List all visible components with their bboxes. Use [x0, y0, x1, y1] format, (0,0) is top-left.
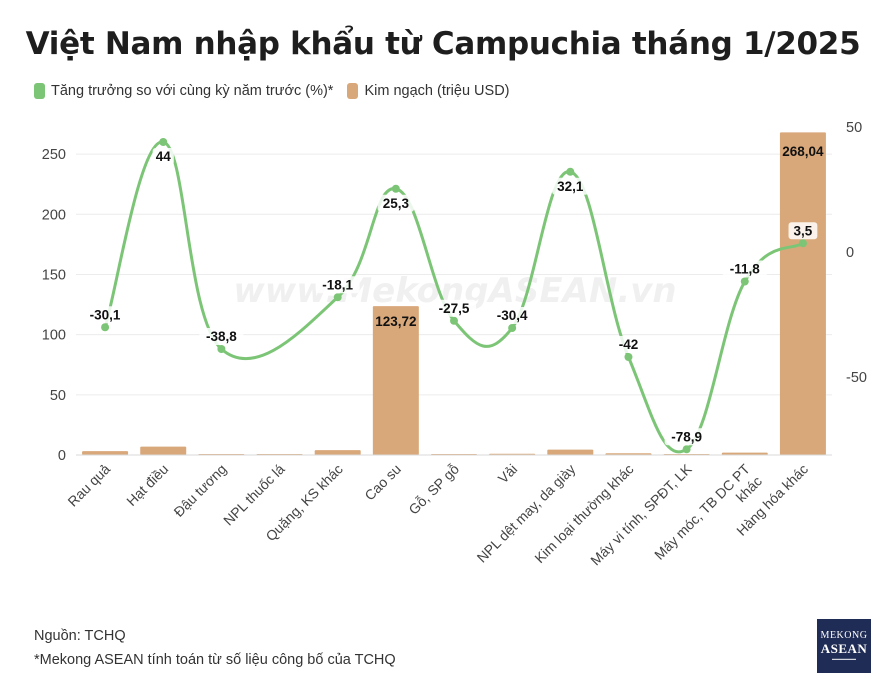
- legend-item-value: Kim ngạch (triệu USD): [347, 83, 510, 99]
- bar: [314, 450, 361, 455]
- logo-line-2: ASEAN: [820, 641, 868, 656]
- left-axis-tick-label: 200: [42, 207, 66, 223]
- bar: [372, 306, 419, 455]
- left-axis-tick-label: 0: [58, 448, 66, 464]
- growth-label-bg: [199, 328, 244, 345]
- growth-data-label: -30,1: [90, 307, 121, 322]
- growth-point: [391, 184, 400, 193]
- growth-label-bg: [83, 306, 128, 324]
- growth-data-label: -27,5: [439, 301, 470, 316]
- bar: [82, 451, 129, 455]
- growth-point: [450, 316, 458, 325]
- x-axis-category-label: Kim loại thường khác: [531, 461, 636, 566]
- x-axis-category-label: Máy vi tính, SPĐT, LK: [587, 460, 695, 568]
- left-axis-tick-label: 100: [42, 328, 66, 344]
- growth-point: [740, 277, 749, 286]
- growth-label-bg: [490, 307, 535, 324]
- right-axis-tick-label: 0: [846, 245, 854, 261]
- growth-point: [566, 167, 575, 176]
- bar: [721, 452, 768, 455]
- growth-data-label: -11,8: [730, 262, 761, 277]
- bar: [779, 132, 826, 455]
- x-axis-category-label: Cao su: [361, 461, 404, 504]
- legend-item-growth: Tăng trưởng so với cùng kỳ năm trước (%)…: [34, 83, 333, 99]
- growth-data-label: 44: [156, 149, 172, 164]
- left-axis-tick-label: 250: [42, 147, 66, 163]
- left-axis-tick-label: 50: [50, 388, 66, 404]
- growth-label-bg: [152, 148, 174, 165]
- growth-data-label: 3,5: [794, 223, 813, 238]
- bar-data-label: 123,72: [375, 314, 416, 329]
- growth-data-label: 25,3: [383, 196, 410, 211]
- growth-data-label: -18,1: [322, 277, 353, 292]
- legend-swatch-growth: [34, 83, 45, 99]
- bar: [547, 449, 594, 455]
- growth-point: [798, 239, 807, 248]
- right-axis-tick-label: 50: [846, 120, 862, 136]
- x-axis-category-label: Rau quả: [64, 461, 113, 510]
- left-axis-tick-label: 150: [42, 267, 66, 283]
- growth-point: [333, 293, 342, 302]
- bar: [140, 446, 187, 455]
- logo-line-1: MEKONG: [820, 630, 868, 641]
- growth-label-bg: [664, 428, 709, 446]
- growth-point: [101, 323, 110, 332]
- source-note: Nguồn: TCHQ: [34, 628, 126, 644]
- legend: Tăng trưởng so với cùng kỳ năm trước (%)…: [34, 82, 524, 100]
- legend-label-value: Kim ngạch (triệu USD): [364, 83, 510, 99]
- growth-label-bg: [377, 194, 415, 212]
- growth-label-bg: [315, 276, 360, 294]
- x-axis-category-label: NPL dệt may, da giày: [474, 461, 579, 566]
- growth-data-label: 32,1: [557, 179, 584, 194]
- growth-label-bg: [722, 260, 767, 278]
- growth-point: [624, 353, 633, 361]
- x-axis-category-label: Vải: [495, 461, 521, 487]
- legend-swatch-value: [347, 83, 359, 99]
- chart-title: Việt Nam nhập khẩu từ Campuchia tháng 1/…: [25, 26, 861, 62]
- mekong-asean-logo: MEKONG ASEAN ▬▬▬▬▬▬: [817, 619, 871, 673]
- growth-point: [508, 324, 517, 332]
- growth-label-bg: [552, 177, 589, 195]
- growth-data-label: -78,9: [671, 429, 702, 444]
- growth-point: [159, 138, 168, 146]
- bar-data-label: 268,04: [782, 144, 824, 159]
- x-axis-category-label: Gỗ, SP gỗ: [405, 461, 462, 518]
- growth-label-bg: [432, 299, 476, 317]
- right-axis-tick-label: -50: [846, 370, 867, 386]
- growth-data-label: -38,8: [206, 329, 237, 344]
- growth-data-label: -42: [619, 337, 639, 352]
- growth-point: [217, 345, 226, 353]
- x-axis-category-label: Đậu tương: [170, 461, 229, 520]
- growth-point: [682, 445, 691, 454]
- growth-label-bg: [614, 336, 643, 353]
- growth-label-bg: [788, 222, 818, 240]
- growth-data-label: -30,4: [497, 308, 528, 323]
- legend-label-growth: Tăng trưởng so với cùng kỳ năm trước (%)…: [51, 83, 334, 99]
- x-axis-category-label: Hạt điều: [123, 461, 171, 509]
- footnote: *Mekong ASEAN tính toán từ số liệu công …: [34, 652, 396, 668]
